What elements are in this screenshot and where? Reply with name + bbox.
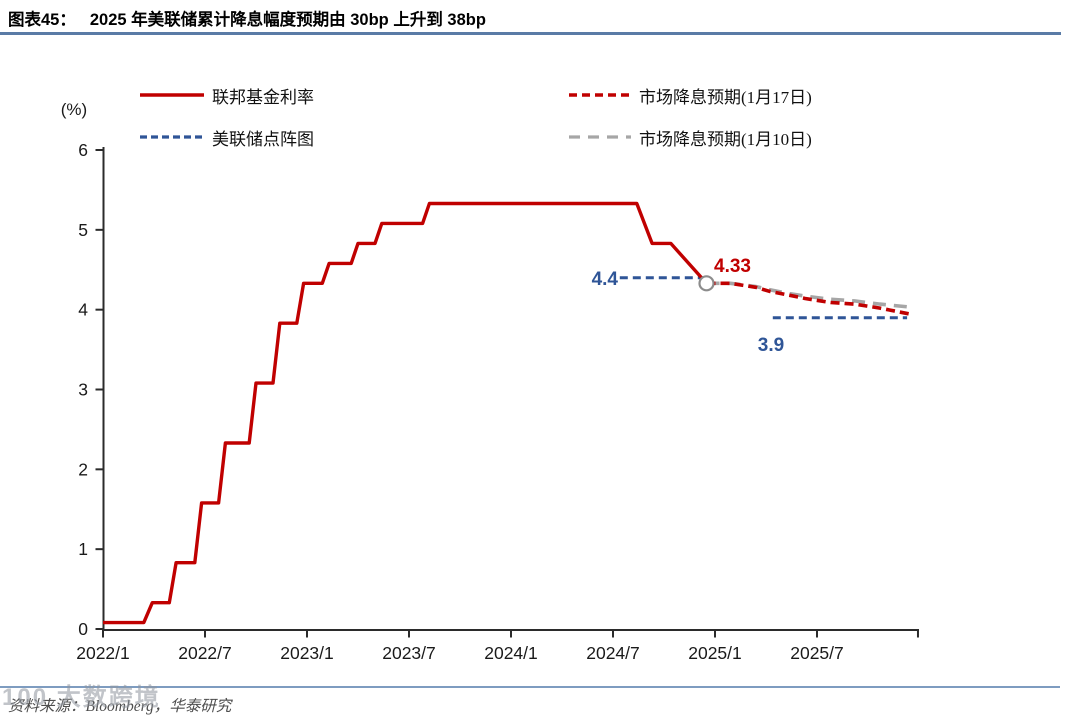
- y-tick-label: 6: [78, 140, 88, 160]
- annotation-4-4: 4.4: [592, 269, 619, 290]
- legend-label-market-expectation-jan10: 市场降息预期(1月10日): [639, 129, 812, 149]
- series-market-expectation-jan17: [706, 281, 913, 317]
- legend-label-fed-funds-rate: 联邦基金利率: [212, 87, 314, 107]
- series-market-expectation-jan10: [706, 281, 913, 310]
- series-fed-funds-rate: [103, 201, 708, 625]
- y-tick-label: 3: [78, 380, 88, 400]
- legend-item-fed-dot-plot: 美联储点阵图: [139, 128, 314, 149]
- legend-label-fed-dot-plot: 美联储点阵图: [212, 129, 314, 149]
- dashed-line-swatch-icon: [569, 93, 631, 97]
- source-note: 资料来源：Bloomberg，华泰研究: [8, 698, 232, 715]
- y-tick-label: 1: [78, 539, 88, 559]
- legend-item-market-expectation-jan17: 市场降息预期(1月17日): [568, 86, 812, 107]
- chart-number-label: 图表45：: [8, 11, 76, 29]
- long-dashed-line-swatch-icon: [569, 135, 631, 139]
- x-tick-label: 2022/7: [178, 643, 232, 663]
- x-tick-label: 2025/7: [790, 643, 844, 663]
- title-underline: [0, 32, 1061, 35]
- legend-item-market-expectation-jan10: 市场降息预期(1月10日): [568, 128, 812, 149]
- chart-title: 图表45： 2025 年美联储累计降息幅度预期由 30bp 上升到 38bp: [8, 6, 486, 30]
- solid-line-swatch-icon: [140, 93, 204, 97]
- y-tick-label: 2: [78, 459, 88, 479]
- data-point-marker: [698, 275, 715, 292]
- x-tick-label: 2024/7: [586, 643, 640, 663]
- legend-item-fed-funds-rate: 联邦基金利率: [139, 86, 314, 107]
- x-tick-label: 2024/1: [484, 643, 538, 663]
- x-tick-label: 2025/1: [688, 643, 742, 663]
- y-tick-label: 4: [78, 300, 88, 320]
- x-tick-label: 2023/7: [382, 643, 436, 663]
- legend-label-market-expectation-jan17: 市场降息预期(1月17日): [639, 87, 812, 107]
- x-tick-label: 2022/1: [76, 643, 130, 663]
- annotation-3-9: 3.9: [758, 335, 784, 356]
- annotation-4-33: 4.33: [714, 256, 751, 277]
- y-axis-unit-label: (%): [61, 100, 87, 119]
- y-tick-label: 0: [78, 619, 88, 639]
- footer-divider: [0, 686, 1060, 688]
- y-tick-label: 5: [78, 220, 88, 240]
- x-tick-label: 2023/1: [280, 643, 334, 663]
- chart-title-text: 2025 年美联储累计降息幅度预期由 30bp 上升到 38bp: [89, 11, 486, 29]
